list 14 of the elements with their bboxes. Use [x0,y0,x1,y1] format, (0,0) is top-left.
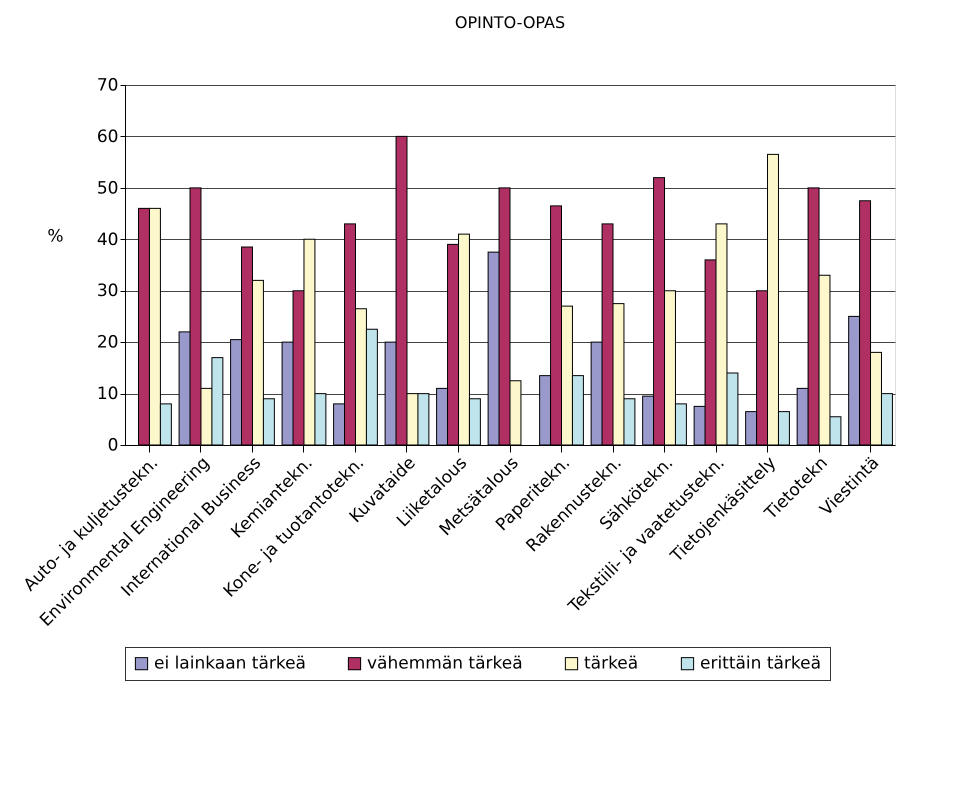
y-tick-label: 20 [96,332,118,353]
legend-label: ei lainkaan tärkeä [154,654,306,674]
y-tick-label: 50 [96,178,118,198]
y-tick-label: 0 [108,436,118,456]
y-tick-label: 10 [96,384,118,404]
y-tick-label: 40 [96,230,118,250]
chart-title: OPINTO-OPAS [454,13,566,32]
y-tick-label: 60 [96,126,118,147]
y-axis-title: % [47,226,64,246]
legend-label: erittäin tärkeä [700,654,822,674]
legend-label: vähemmän tärkeä [367,654,523,674]
y-tick-label: 30 [96,281,118,302]
legend-label: tärkeä [584,654,638,674]
y-tick-label: 70 [96,76,118,96]
